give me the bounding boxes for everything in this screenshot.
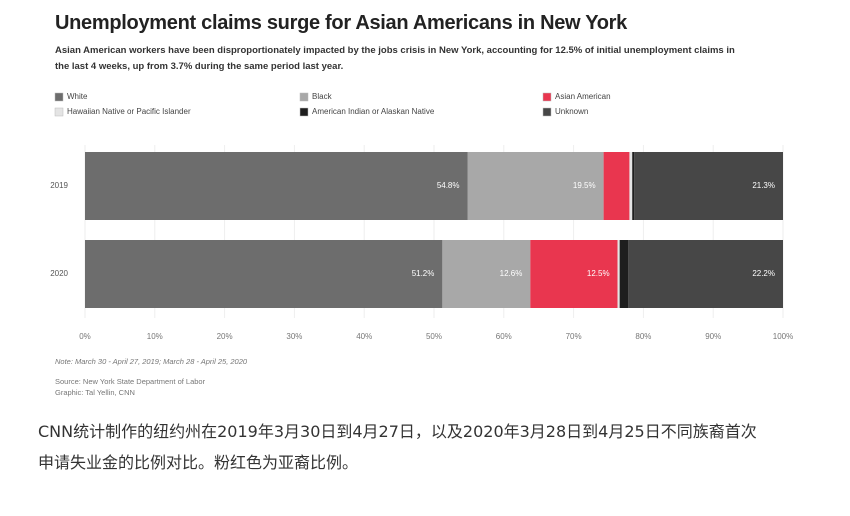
x-tick-label: 60% bbox=[496, 332, 512, 341]
source: Source: New York State Department of Lab… bbox=[55, 377, 206, 386]
value-label: 12.6% bbox=[500, 269, 523, 278]
bar-segment bbox=[85, 152, 468, 220]
value-label: 22.2% bbox=[752, 269, 775, 278]
y-tick-label: 2020 bbox=[50, 269, 68, 278]
bar-segment bbox=[629, 152, 633, 220]
chart: Note: March 30 - April 27, 2019; March 2… bbox=[50, 92, 793, 397]
note: Note: March 30 - April 27, 2019; March 2… bbox=[55, 357, 248, 366]
credit: Graphic: Tal Yellin, CNN bbox=[55, 388, 135, 397]
x-tick-label: 90% bbox=[705, 332, 721, 341]
legend-label: Black bbox=[312, 92, 333, 101]
legend-swatch bbox=[299, 92, 309, 102]
legend-swatch bbox=[54, 92, 64, 102]
legend-swatch bbox=[542, 92, 552, 102]
value-label: 12.5% bbox=[587, 269, 610, 278]
legend-swatch bbox=[542, 107, 552, 117]
legend-label: Hawaiian Native or Pacific Islander bbox=[67, 107, 191, 116]
x-tick-label: 10% bbox=[147, 332, 163, 341]
legend-label: Asian American bbox=[555, 92, 611, 101]
chart-subtitle: Asian American workers have been disprop… bbox=[55, 45, 735, 72]
caption-line: CNN统计制作的纽约州在2019年3月30日到4月27日，以及2020年3月28… bbox=[38, 422, 757, 441]
x-tick-label: 20% bbox=[217, 332, 233, 341]
bar-segment bbox=[632, 152, 635, 220]
bar-segment bbox=[617, 240, 620, 308]
x-tick-label: 80% bbox=[635, 332, 651, 341]
legend-swatch bbox=[54, 107, 64, 117]
value-label: 19.5% bbox=[573, 181, 596, 190]
x-tick-label: 50% bbox=[426, 332, 442, 341]
bar-segment bbox=[628, 240, 783, 308]
legend-swatch bbox=[299, 107, 309, 117]
bar-segment bbox=[603, 152, 630, 220]
bar-segment bbox=[85, 240, 443, 308]
legend-label: American Indian or Alaskan Native bbox=[312, 107, 435, 116]
value-label: 21.3% bbox=[752, 181, 775, 190]
x-tick-label: 40% bbox=[356, 332, 372, 341]
legend-label: Unknown bbox=[555, 107, 588, 116]
bar-segment bbox=[619, 240, 629, 308]
value-label: 51.2% bbox=[412, 269, 435, 278]
x-tick-label: 70% bbox=[566, 332, 582, 341]
bar-segment bbox=[467, 152, 604, 220]
x-tick-label: 0% bbox=[79, 332, 91, 341]
chart-title: Unemployment claims surge for Asian Amer… bbox=[55, 12, 627, 34]
caption-line: 申请失业金的比例对比。粉红色为亚裔比例。 bbox=[38, 453, 359, 472]
bar-segment bbox=[530, 240, 618, 308]
bar-segment bbox=[634, 152, 783, 220]
bar-segment bbox=[442, 240, 531, 308]
y-tick-label: 2019 bbox=[50, 181, 68, 190]
legend-label: White bbox=[67, 92, 88, 101]
x-tick-label: 100% bbox=[773, 332, 793, 341]
x-tick-label: 30% bbox=[286, 332, 302, 341]
value-label: 54.8% bbox=[437, 181, 460, 190]
